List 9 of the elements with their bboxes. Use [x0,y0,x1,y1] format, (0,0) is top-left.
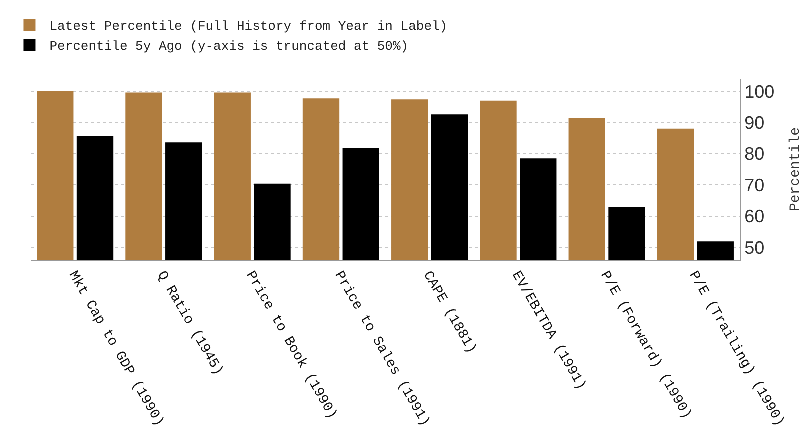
y-tick-label: 60 [744,206,765,227]
y-tick-label: 50 [744,238,765,258]
y-axis-title: Percentile [788,127,804,212]
y-tick-label: 90 [744,112,765,133]
y-tick-label: 70 [744,175,765,196]
y-tick-label: 80 [744,144,765,164]
y-tick-label: 100 [744,82,775,102]
legend-label: Latest Percentile (Full History from Year in Label) [50,19,448,34]
legend-label: Percentile 5y Ago (y-axis is truncated at 50%) [50,39,409,54]
